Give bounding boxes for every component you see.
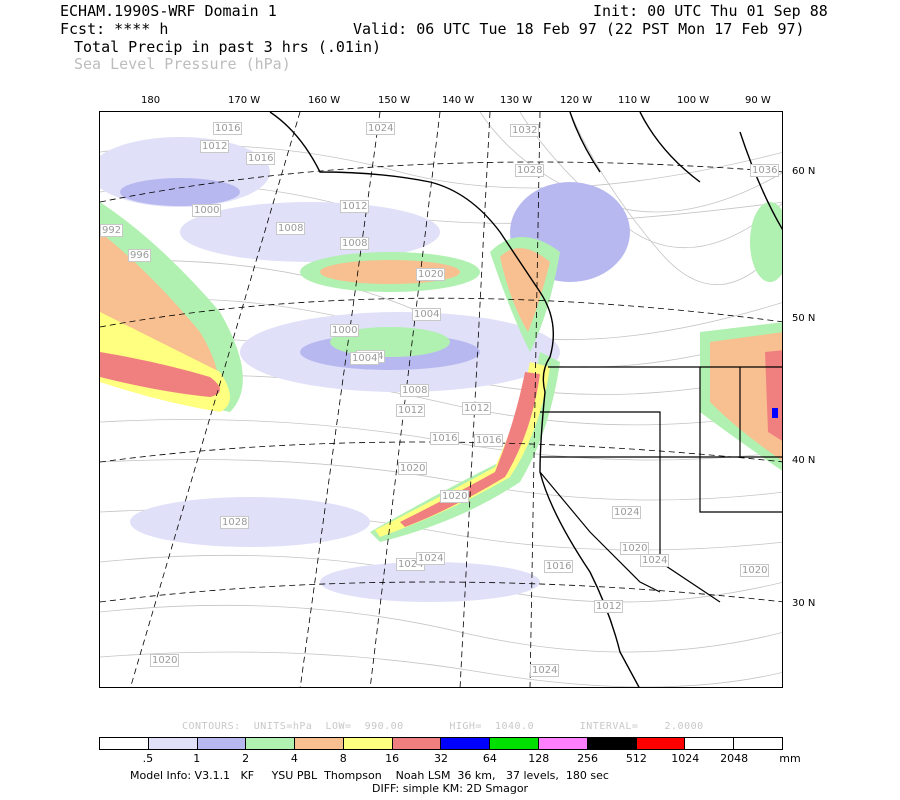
colorbar-label: 16 <box>385 752 400 765</box>
lon-label: 180 <box>141 95 161 106</box>
precip-colorbar <box>99 737 783 750</box>
isobar-label: 1008 <box>276 222 306 235</box>
colorbar-label: 2 <box>242 752 250 765</box>
valid-time: Valid: 06 UTC Tue 18 Feb 97 (22 PST Mon … <box>353 20 805 38</box>
lon-label: 100 W <box>677 95 710 106</box>
lat-label: 30 N <box>792 598 816 609</box>
colorbar-swatch <box>100 738 149 749</box>
colorbar-label: .5 <box>142 752 154 765</box>
lat-label: 60 N <box>792 166 816 177</box>
isobar-label: 1020 <box>416 268 446 281</box>
isobar-label: 1028 <box>220 516 250 529</box>
colorbar-label: 1 <box>193 752 201 765</box>
colorbar-swatch <box>587 738 637 749</box>
field-precip-title: Total Precip in past 3 hrs (.01in) <box>74 38 382 56</box>
isobar-label: 1012 <box>340 200 370 213</box>
isobar-label: 1024 <box>530 664 560 677</box>
isobar-label: 1028 <box>515 164 545 177</box>
lon-label: 130 W <box>500 95 533 106</box>
colorbar-label: 64 <box>482 752 497 765</box>
lon-label: 120 W <box>560 95 593 106</box>
colorbar-swatch <box>490 738 540 749</box>
colorbar-label: 8 <box>339 752 347 765</box>
model-domain-title: ECHAM.1990S-WRF Domain 1 <box>60 2 277 20</box>
colorbar-unit: mm <box>779 752 801 765</box>
init-time: Init: 00 UTC Thu 01 Sep 88 <box>593 2 828 20</box>
colorbar-label: 1024 <box>671 752 700 765</box>
colorbar-label: 128 <box>528 752 550 765</box>
isobar-label: 1012 <box>462 402 492 415</box>
isobar-label: 1016 <box>430 432 460 445</box>
isobar-label: 1012 <box>200 140 230 153</box>
isobar-label: 1020 <box>440 490 470 503</box>
colorbar-swatch <box>539 738 588 749</box>
lat-label: 40 N <box>792 455 816 466</box>
colorbar-label: 32 <box>434 752 448 765</box>
colorbar-label: 256 <box>577 752 599 765</box>
lon-label: 140 W <box>442 95 475 106</box>
lon-label: 160 W <box>308 95 341 106</box>
isobar-label: 1000 <box>330 324 360 337</box>
contour-info: CONTOURS: UNITS=hPa LOW= 990.00 HIGH= 10… <box>182 721 704 732</box>
isobar-label: 1020 <box>620 542 650 555</box>
isobar-label: 1024 <box>366 122 396 135</box>
colorbar-swatch <box>392 738 442 749</box>
isobar-label: 1036 <box>750 164 780 177</box>
isobar-label: 1016 <box>474 434 504 447</box>
colorbar-swatch <box>441 738 491 749</box>
isobar-label: 1008 <box>340 237 370 250</box>
colorbar-swatch <box>295 738 344 749</box>
field-slp-title: Sea Level Pressure (hPa) <box>74 55 291 73</box>
colorbar-swatch <box>636 738 686 749</box>
isobar-label: 992 <box>100 224 124 237</box>
latlon-grid <box>100 112 782 687</box>
colorbar-swatch <box>685 738 735 749</box>
isobar-label: 1008 <box>400 384 430 397</box>
isobar-label: 1016 <box>544 560 574 573</box>
coastlines <box>269 112 782 687</box>
lon-label: 90 W <box>745 95 771 106</box>
isobar-label: 1012 <box>594 600 624 613</box>
lon-label: 170 W <box>228 95 261 106</box>
isobar-label: 1024 <box>612 506 642 519</box>
isobar-label: 1004 <box>350 352 380 365</box>
lon-label: 110 W <box>618 95 651 106</box>
map-panel: 1016 1012 1016 1024 1032 1028 1036 1004 1000 1008… <box>99 111 783 688</box>
model-info: Model Info: V3.1.1 KF YSU PBL Thompson N… <box>130 769 609 782</box>
isobar-label: 1020 <box>398 462 428 475</box>
isobar-label: 1032 <box>510 124 540 137</box>
isobar-label: 996 <box>128 249 152 262</box>
colorbar-swatch <box>343 738 393 749</box>
lon-label: 150 W <box>378 95 411 106</box>
isobar-label: 1016 <box>213 122 243 135</box>
isobar-label: 1024 <box>640 554 670 567</box>
colorbar-label: 4 <box>290 752 298 765</box>
diff-info: DIFF: simple KM: 2D Smagor <box>372 782 529 795</box>
isobar-label: 1020 <box>740 564 770 577</box>
colorbar-swatch <box>197 738 247 749</box>
isobar-label: 1016 <box>246 152 276 165</box>
colorbar-swatch <box>246 738 296 749</box>
isobar-label: 1000 <box>192 204 222 217</box>
isobar-label: 1024 <box>416 552 446 565</box>
isobar-label: 1020 <box>150 654 180 667</box>
precip-slp-map <box>100 112 782 687</box>
colorbar-label: 512 <box>625 752 647 765</box>
colorbar-swatch <box>148 738 198 749</box>
colorbar-label: 2048 <box>720 752 749 765</box>
lat-label: 50 N <box>792 313 816 324</box>
isobar-label: 1004 <box>412 308 442 321</box>
isobar-label: 1012 <box>396 404 426 417</box>
forecast-hour: Fcst: **** h <box>60 20 169 38</box>
colorbar-swatch <box>734 738 782 749</box>
